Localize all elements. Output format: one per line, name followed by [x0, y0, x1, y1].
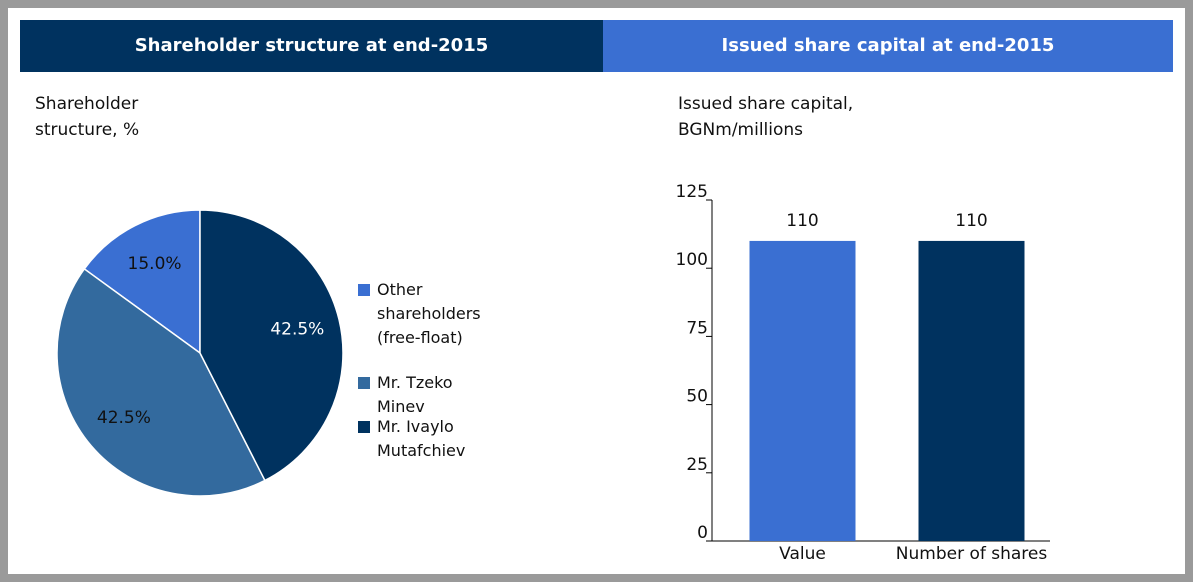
pie-title: Shareholder structure, %	[35, 94, 140, 140]
slice-label: 42.5%	[270, 320, 324, 340]
y-tick-label: 25	[686, 455, 708, 475]
charts: 15.0% 42.5% 42.5% 0 25 50 75 100 125 110 Value 110 N…	[56, 182, 1050, 564]
legend-entry: Other shareholders (free-float)	[358, 278, 502, 350]
x-tick-label: Value	[779, 544, 826, 564]
pie-slice	[56, 267, 266, 497]
pie-slice	[83, 209, 201, 355]
header-right: Issued share capital at end-2015	[603, 20, 1173, 72]
bar-label: 110	[955, 211, 987, 231]
slice-label: 42.5%	[97, 408, 151, 428]
legend-label: Mr. Ivaylo Mutafchiev	[377, 417, 466, 460]
y-tick-label: 100	[676, 250, 708, 270]
legend-label: Other shareholders (free-float)	[377, 280, 481, 347]
legend-entry: Mr. Tzeko Minev	[358, 371, 502, 419]
legend-label: Mr. Tzeko Minev	[377, 373, 453, 416]
slice-label: 15.0%	[128, 254, 182, 274]
y-tick-label: 125	[676, 182, 708, 202]
x-tick-label: Number of shares	[896, 544, 1048, 564]
bar-title: Issued share capital, BGNm/millions	[678, 94, 854, 140]
legend-entry: Mr. Ivaylo Mutafchiev	[358, 415, 502, 463]
header-left: Shareholder structure at end-2015	[20, 20, 603, 72]
legend-swatch	[358, 284, 370, 296]
bar	[918, 240, 1025, 542]
bar	[749, 240, 856, 542]
legend-swatch	[358, 377, 370, 389]
bar-label: 110	[786, 211, 818, 231]
pie-slice	[199, 209, 344, 482]
y-tick-label: 50	[686, 387, 708, 407]
y-tick-label: 0	[697, 523, 708, 543]
legend-swatch	[358, 421, 370, 433]
slide: Shareholder structure at end-2015 Issued…	[8, 8, 1185, 574]
y-tick-label: 75	[686, 318, 708, 338]
